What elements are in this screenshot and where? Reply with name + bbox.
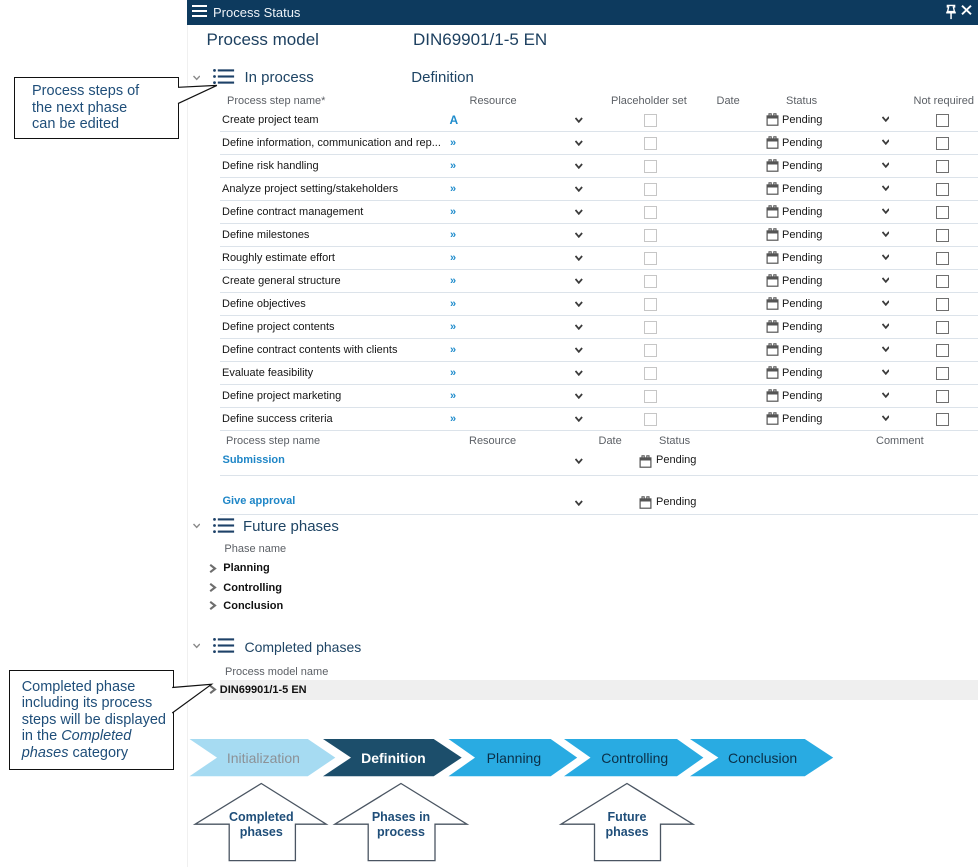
svg-text:Future: Future: [608, 810, 647, 824]
svg-text:process: process: [377, 825, 425, 839]
svg-text:Phases in: Phases in: [372, 810, 430, 824]
svg-text:Definition: Definition: [361, 750, 426, 766]
svg-text:Controlling: Controlling: [601, 750, 668, 766]
svg-text:phases: phases: [240, 825, 283, 839]
svg-text:phases: phases: [605, 825, 648, 839]
svg-text:Planning: Planning: [487, 750, 542, 766]
svg-text:Initialization: Initialization: [227, 750, 300, 766]
svg-text:Completed: Completed: [229, 810, 294, 824]
svg-text:Conclusion: Conclusion: [728, 750, 797, 766]
